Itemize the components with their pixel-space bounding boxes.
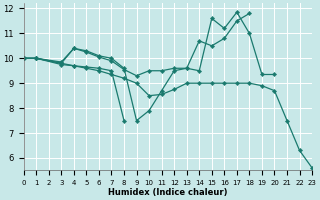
X-axis label: Humidex (Indice chaleur): Humidex (Indice chaleur): [108, 188, 228, 197]
